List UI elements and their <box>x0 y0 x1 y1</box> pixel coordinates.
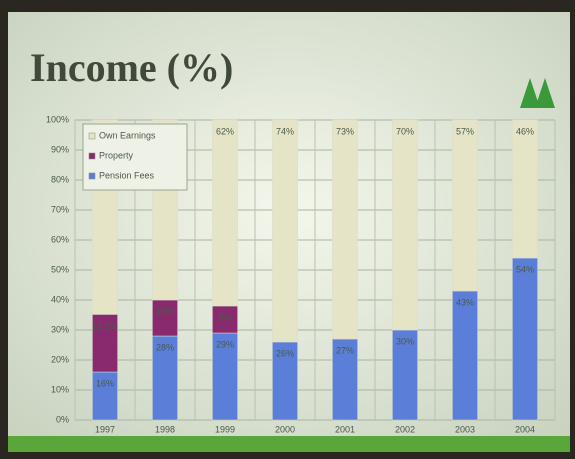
y-tick-label: 50% <box>51 264 69 274</box>
y-tick-label: 0% <box>56 414 69 424</box>
x-tick-label: 1997 <box>95 424 115 434</box>
bar-segment <box>332 120 357 339</box>
x-tick-label: 1998 <box>155 424 175 434</box>
chart: Income (%) 0% 10% 20% 30% 40% 50% 60% 70% 80% 90%… <box>0 0 575 459</box>
data-label: 16% <box>96 378 114 388</box>
legend: Own Earnings Property Pension Fees <box>83 124 187 190</box>
y-tick-label: 10% <box>51 384 69 394</box>
data-label: 70% <box>396 126 414 136</box>
data-label: 46% <box>516 126 534 136</box>
y-tick-label: 100% <box>46 114 69 124</box>
bar-segment <box>512 120 537 258</box>
chart-title: Income (%) <box>30 45 233 90</box>
x-tick-label: 2001 <box>335 424 355 434</box>
data-label: 26% <box>276 348 294 358</box>
data-label: 43% <box>456 297 474 307</box>
x-tick-label: 2002 <box>395 424 415 434</box>
legend-label: Pension Fees <box>99 170 155 180</box>
data-label: 19.2% <box>92 321 118 331</box>
x-tick-label: 2003 <box>455 424 475 434</box>
bar-segment <box>272 120 297 342</box>
x-tick-label: 1999 <box>215 424 235 434</box>
bar-segment <box>452 120 477 291</box>
bar-segment <box>512 258 537 420</box>
legend-label: Own Earnings <box>99 130 156 140</box>
data-label: 12% <box>156 306 174 316</box>
data-label: 9% <box>218 312 231 322</box>
y-tick-label: 60% <box>51 234 69 244</box>
data-label: 62% <box>216 126 234 136</box>
footer-band <box>8 436 570 452</box>
data-label: 27% <box>336 345 354 355</box>
y-tick-label: 40% <box>51 294 69 304</box>
y-tick-label: 20% <box>51 354 69 364</box>
data-label: 73% <box>336 126 354 136</box>
bar-segment <box>212 120 237 306</box>
y-tick-label: 30% <box>51 324 69 334</box>
legend-label: Property <box>99 150 134 160</box>
legend-swatch <box>89 153 95 159</box>
legend-swatch <box>89 173 95 179</box>
x-tick-label: 2004 <box>515 424 535 434</box>
page: Income (%) 0% 10% 20% 30% 40% 50% 60% 70% 80% 90%… <box>0 0 575 459</box>
data-label: 29% <box>216 339 234 349</box>
data-label: 54% <box>516 264 534 274</box>
y-tick-label: 80% <box>51 174 69 184</box>
legend-swatch <box>89 133 95 139</box>
y-tick-label: 70% <box>51 204 69 214</box>
data-label: 57% <box>456 126 474 136</box>
data-label: 74% <box>276 126 294 136</box>
y-tick-label: 90% <box>51 144 69 154</box>
x-tick-label: 2000 <box>275 424 295 434</box>
bar-segment <box>392 120 417 330</box>
data-label: 28% <box>156 342 174 352</box>
data-label: 30% <box>396 336 414 346</box>
bar-segment <box>452 291 477 420</box>
